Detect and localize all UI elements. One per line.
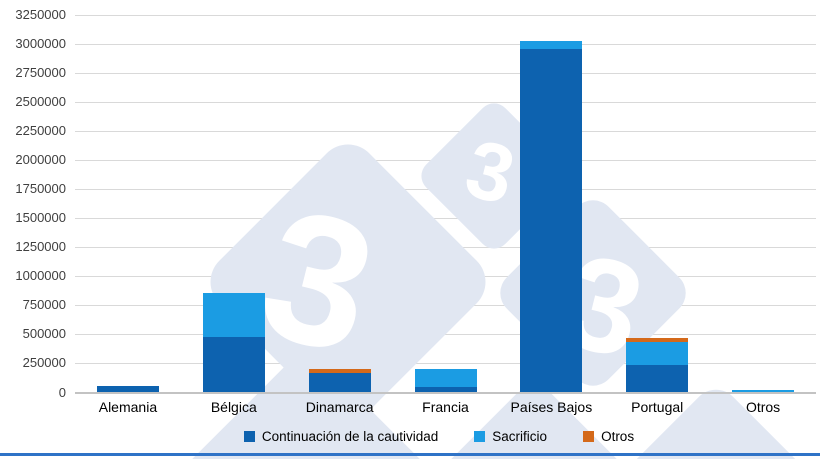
bar-segment-dinamarca-s2	[308, 369, 371, 374]
legend-label: Continuación de la cautividad	[261, 429, 439, 444]
x-axis-line	[75, 391, 816, 394]
legend-item: Continuación de la cautividad	[243, 429, 439, 444]
gridline	[75, 14, 816, 16]
bar-segment-francia-s0	[414, 386, 477, 393]
x-category-label: Otros	[745, 399, 781, 415]
gridline	[75, 72, 816, 74]
legend-item: Sacrificio	[474, 429, 547, 444]
y-tick-label: 3250000	[15, 7, 66, 22]
bar-segment-pa-ses-bajos-s1	[520, 41, 583, 49]
y-tick-label: 1250000	[15, 239, 66, 255]
bar-segment-portugal-s0	[626, 364, 689, 393]
y-tick-label: 2000000	[15, 152, 66, 168]
bar-segment-pa-ses-bajos-s0	[520, 48, 583, 393]
legend-swatch-icon	[243, 431, 255, 442]
y-tick-label: 3000000	[15, 36, 66, 52]
legend-swatch-icon	[474, 431, 486, 442]
x-category-label: Francia	[422, 399, 469, 415]
gridline	[75, 333, 816, 335]
gridline	[75, 362, 816, 364]
gridline	[75, 101, 816, 103]
gridline	[75, 130, 816, 132]
legend-swatch-icon	[583, 431, 595, 442]
y-tick-label: 1500000	[15, 210, 66, 226]
y-tick-label: 2750000	[15, 65, 66, 81]
bar-segment-b-lgica-s0	[202, 336, 265, 393]
y-tick-label: 500000	[22, 326, 66, 342]
y-tick-label: 1750000	[15, 181, 66, 197]
bar-segment-alemania-s0	[96, 385, 159, 393]
chart-legend: Continuación de la cautividad Sacrificio O…	[0, 429, 820, 444]
x-category-label: Alemania	[98, 399, 158, 415]
bar-segment-dinamarca-s0	[308, 373, 371, 393]
x-category-label: Dinamarca	[305, 399, 374, 415]
legend-item: Otros	[583, 429, 634, 444]
legend-label: Otros	[601, 429, 635, 444]
legend-label: Sacrificio	[492, 429, 548, 444]
y-tick-label: 0	[58, 384, 66, 400]
y-tick-label: 2500000	[15, 94, 66, 110]
bar-segment-portugal-s2	[626, 337, 689, 342]
bar-segment-otros-s1	[732, 390, 795, 393]
bar-segment-francia-s1	[414, 369, 477, 387]
x-category-label: Bélgica	[210, 399, 257, 415]
y-tick-label: 250000	[22, 355, 66, 371]
x-category-label: Países Bajos	[510, 399, 593, 415]
bottom-accent-bar	[0, 453, 820, 456]
gridline	[75, 217, 816, 219]
y-tick-label: 750000	[22, 297, 66, 313]
y-tick-label: 1000000	[15, 268, 66, 284]
bar-segment-b-lgica-s1	[202, 292, 265, 337]
x-category-label: Portugal	[631, 399, 684, 415]
gridline	[75, 43, 816, 45]
y-tick-label: 2250000	[15, 123, 66, 139]
bar-segment-portugal-s1	[626, 341, 689, 365]
